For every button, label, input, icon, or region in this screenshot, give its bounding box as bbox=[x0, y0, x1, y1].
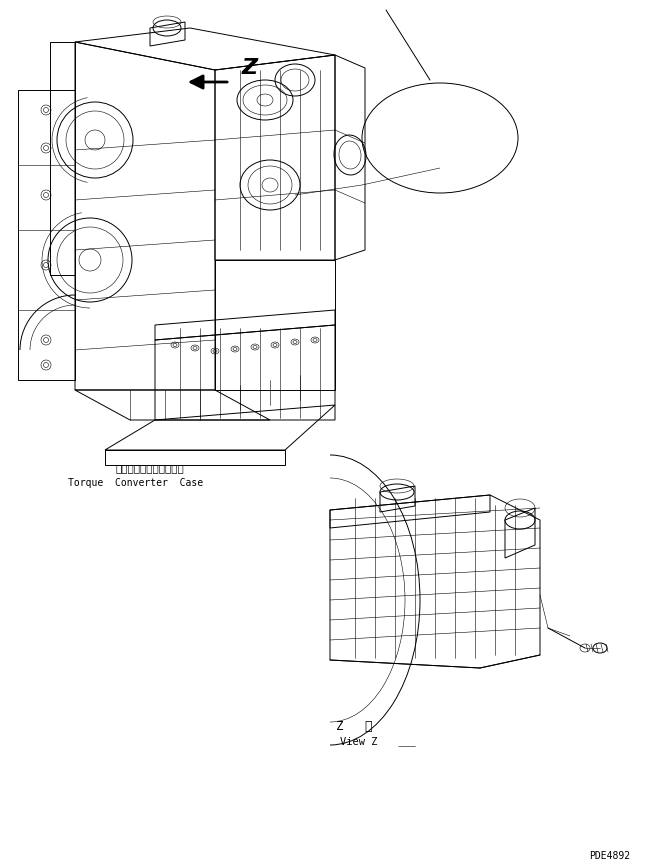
Text: View Z: View Z bbox=[340, 737, 377, 747]
Text: Torque  Converter  Case: Torque Converter Case bbox=[68, 478, 203, 488]
Text: Z: Z bbox=[242, 58, 258, 78]
Text: PDE4892: PDE4892 bbox=[589, 851, 630, 861]
Text: 視: 視 bbox=[364, 720, 372, 733]
Text: トルクコンバータケース: トルクコンバータケース bbox=[115, 463, 184, 473]
Text: Z: Z bbox=[336, 720, 344, 733]
